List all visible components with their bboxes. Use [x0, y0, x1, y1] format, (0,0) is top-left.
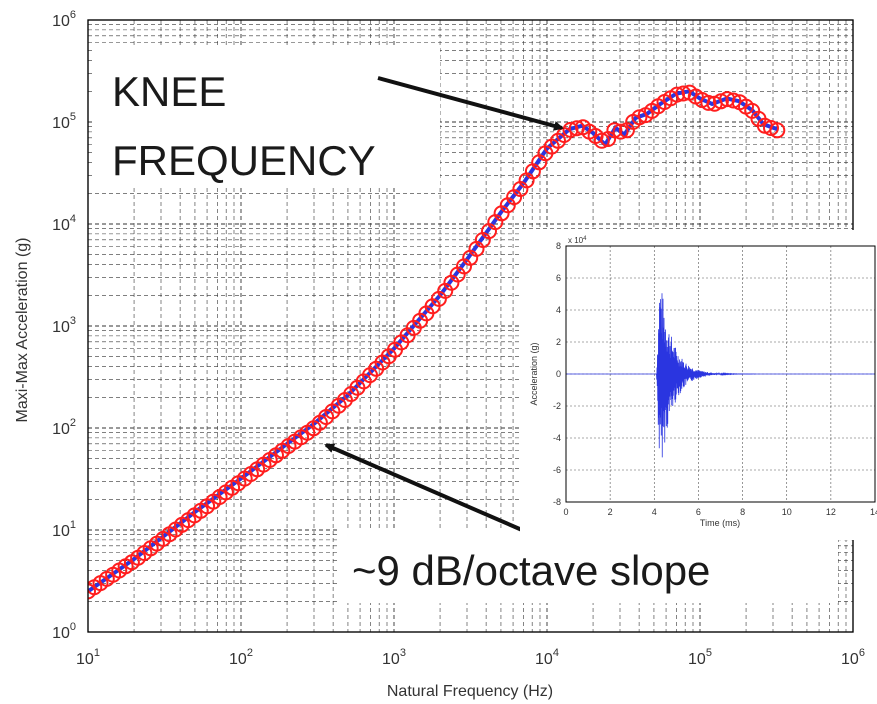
main-y-tick-labels: 100 101 102 103 104 105 106 [52, 9, 76, 642]
inset-x-tick-label: 8 [740, 507, 745, 517]
main-x-tick-label: 106 [841, 647, 865, 668]
main-x-tick-label: 102 [229, 647, 253, 668]
main-y-tick-label: 101 [52, 519, 76, 540]
data-point-marker [669, 86, 685, 103]
inset-x-axis-label: Time (ms) [700, 518, 740, 528]
data-point-marker [769, 122, 786, 139]
data-point-marker [606, 122, 623, 139]
inset-y-tick-label: 4 [556, 305, 561, 315]
inset-x-tick-label: 0 [563, 507, 568, 517]
inset-y-tick-label: -4 [553, 433, 561, 443]
knee-frequency-annotation: KNEE FREQUENCY [95, 48, 564, 188]
main-y-tick-label: 105 [52, 111, 76, 132]
main-y-tick-label: 104 [52, 213, 76, 234]
inset-x-tick-label: 4 [652, 507, 657, 517]
inset-chart: 0 2 4 6 8 10 12 14 -8 -6 -4 -2 0 2 4 6 8 x 104 Time (ms… [520, 230, 877, 540]
knee-label-line-2: FREQUENCY [112, 137, 376, 184]
knee-arrow [377, 76, 564, 131]
main-y-tick-label: 100 [52, 621, 76, 642]
inset-x-tick-labels: 0 2 4 6 8 10 12 14 [563, 507, 877, 517]
inset-y-axis-label: Acceleration (g) [529, 342, 539, 405]
main-x-tick-label: 105 [688, 647, 712, 668]
slope-label-backdrop [338, 528, 838, 603]
slope-label: ~9 dB/octave slope [352, 547, 710, 594]
inset-y-tick-label: -2 [553, 401, 561, 411]
main-y-axis-label: Maxi-Max Acceleration (g) [14, 238, 31, 423]
data-point-marker [593, 132, 610, 149]
inset-y-multiplier: x 104 [568, 236, 587, 245]
data-point-marker [725, 92, 742, 109]
inset-x-tick-label: 14 [870, 507, 877, 517]
main-x-axis-label: Natural Frequency (Hz) [387, 683, 553, 700]
data-point-marker [88, 583, 96, 600]
main-x-tick-labels: 101 102 103 104 105 106 [76, 647, 865, 668]
inset-series-line [566, 293, 875, 458]
inset-series [566, 293, 875, 458]
inset-y-tick-label: -6 [553, 465, 561, 475]
inset-y-tick-label: -8 [553, 497, 561, 507]
data-point-marker [612, 123, 629, 140]
slope-arrow [324, 443, 523, 532]
inset-y-tick-labels: -8 -6 -4 -2 0 2 4 6 8 [553, 241, 561, 507]
inset-plot-frame [565, 245, 876, 503]
data-point-marker [700, 94, 717, 111]
inset-y-tick-label: 2 [556, 337, 561, 347]
main-x-tick-label: 103 [382, 647, 406, 668]
inset-x-tick-label: 10 [782, 507, 792, 517]
series-line-blue [88, 89, 778, 594]
inset-y-tick-label: 0 [556, 369, 561, 379]
knee-label-line-1: KNEE [112, 68, 226, 115]
main-y-tick-label: 103 [52, 315, 76, 336]
inset-x-tick-label: 6 [696, 507, 701, 517]
main-y-tick-label: 102 [52, 417, 76, 438]
main-x-tick-label: 104 [535, 647, 559, 668]
knee-label-backdrop [95, 48, 440, 188]
main-series [88, 84, 786, 600]
inset-x-tick-label: 12 [826, 507, 836, 517]
main-x-tick-label: 101 [76, 647, 100, 668]
slope-annotation: ~9 dB/octave slope [324, 443, 838, 603]
inset-y-tick-label: 6 [556, 273, 561, 283]
inset-x-tick-label: 2 [608, 507, 613, 517]
inset-y-tick-label: 8 [556, 241, 561, 251]
main-y-tick-label: 106 [52, 9, 76, 30]
